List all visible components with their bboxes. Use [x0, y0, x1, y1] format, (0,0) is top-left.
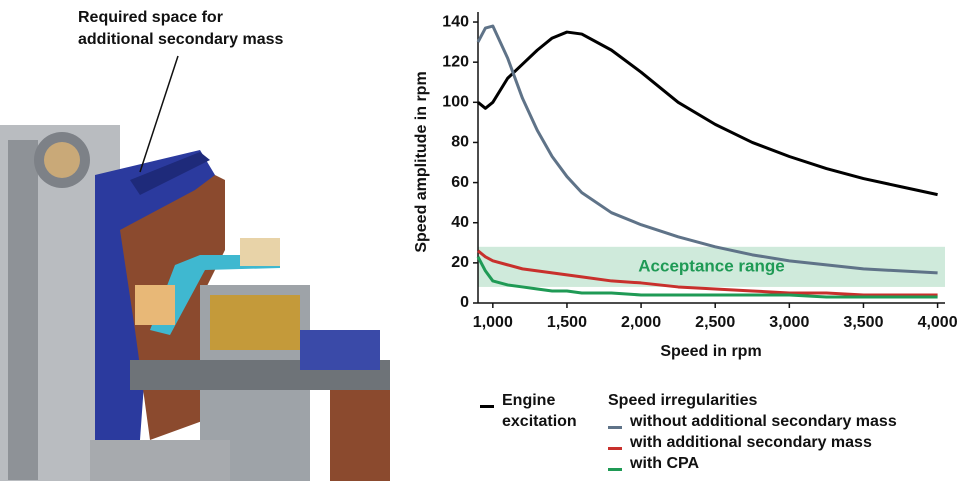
y-tick-label: 0 — [460, 294, 469, 311]
legend: Speed irregularities without additional s… — [608, 390, 897, 474]
y-axis-title: Speed amplitude in rpm — [413, 71, 430, 252]
legend-swatch — [608, 468, 622, 472]
series-line — [477, 249, 938, 297]
legend-label: Engine excitation — [502, 392, 577, 430]
x-tick-label: 3,500 — [843, 314, 883, 331]
y-tick-label: 120 — [442, 53, 469, 70]
legend-label: with CPA — [630, 455, 700, 472]
annotation-line: additional secondary mass — [78, 31, 284, 48]
legend-entry: with CPA — [608, 453, 897, 474]
x-axis-title: Speed in rpm — [660, 343, 761, 360]
legend-swatch — [608, 426, 622, 430]
y-tick-label: 140 — [442, 13, 469, 30]
x-tick-label: 1,000 — [473, 314, 513, 331]
series-line — [476, 24, 938, 275]
legend-label: without additional secondary mass — [630, 413, 897, 430]
acceptance-band — [478, 246, 945, 287]
acceptance-label: Acceptance range — [638, 256, 784, 275]
annotation-leader — [139, 55, 179, 173]
legend-entry: with additional secondary mass — [608, 432, 897, 453]
x-tick-label: 2,500 — [695, 314, 735, 331]
legend-label: with additional secondary mass — [630, 434, 872, 451]
y-tick-label: 60 — [451, 174, 469, 191]
x-tick-label: 4,000 — [918, 314, 958, 331]
legend-swatch — [608, 447, 622, 451]
y-tick-label: 40 — [451, 214, 469, 231]
x-tick-label: 2,000 — [621, 314, 661, 331]
x-tick-label: 3,000 — [769, 314, 809, 331]
annotation-line: Required space for — [78, 9, 223, 26]
y-tick-label: 100 — [442, 94, 469, 111]
x-tick-label: 1,500 — [547, 314, 587, 331]
legend-entry: Engine excitation — [480, 390, 592, 432]
y-tick-label: 80 — [451, 134, 469, 151]
legend: Engine excitation — [480, 390, 592, 432]
series-line — [477, 30, 938, 197]
legend-entry: without additional secondary mass — [608, 411, 897, 432]
y-tick-label: 20 — [451, 254, 469, 271]
legend-swatch — [480, 405, 494, 409]
clutch-illustration — [0, 125, 390, 481]
series-line — [476, 256, 938, 299]
legend-group-title: Speed irregularities — [608, 392, 758, 409]
